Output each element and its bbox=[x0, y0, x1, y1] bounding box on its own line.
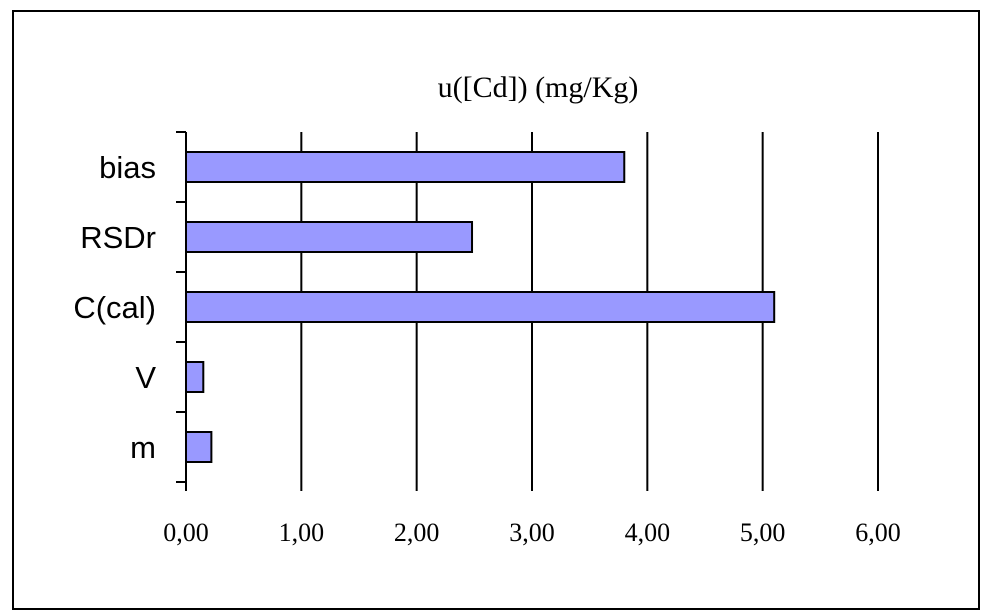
y-category-label: RSDr bbox=[80, 220, 156, 255]
x-tick-label: 2,00 bbox=[394, 518, 440, 547]
x-tick-label: 6,00 bbox=[855, 518, 901, 547]
bar-bias bbox=[185, 151, 626, 183]
bar-m bbox=[185, 431, 213, 463]
x-tick-label: 3,00 bbox=[509, 518, 555, 547]
x-tick-label: 1,00 bbox=[279, 518, 325, 547]
plot-area: bias RSDr C(cal) Vm 0,00 1,00 2,00 3,00 4,00 5,00… bbox=[73, 131, 901, 547]
x-tick-label: 5,00 bbox=[740, 518, 786, 547]
bar-c-cal bbox=[185, 291, 776, 323]
bar-rsdr bbox=[185, 221, 474, 253]
y-category-label: bias bbox=[99, 150, 156, 185]
y-category-label: V bbox=[135, 360, 156, 395]
x-tick-label: 4,00 bbox=[625, 518, 671, 547]
chart-title: u([Cd]) (mg/Kg) bbox=[438, 71, 639, 104]
bar-chart: u([Cd]) (mg/Kg) bias RSDr C(cal) Vm 0,00 1,00… bbox=[73, 71, 901, 547]
bar-v bbox=[185, 361, 205, 393]
y-category-label: C(cal) bbox=[73, 290, 156, 325]
x-tick-label: 0,00 bbox=[163, 518, 209, 547]
y-category-label: m bbox=[130, 430, 156, 465]
